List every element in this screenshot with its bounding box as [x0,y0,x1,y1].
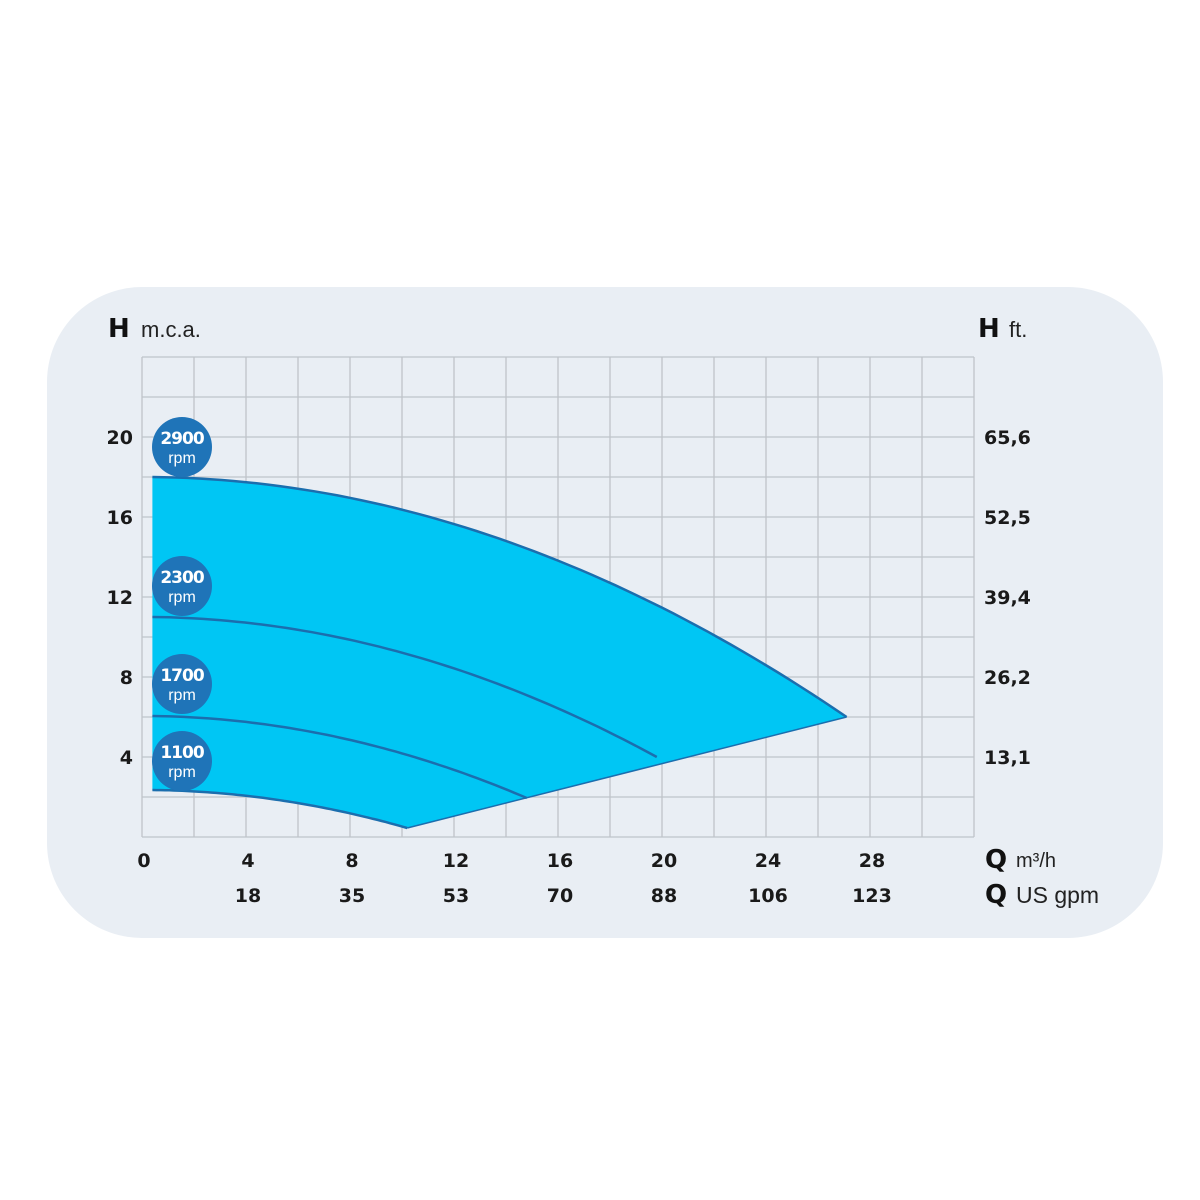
x-axis-unit: m³/h [1016,850,1056,872]
x-tick-label: 20 [651,850,677,872]
badge-speed-value: 2300 [160,568,204,588]
curve-2300-rpm [152,615,658,759]
left-tick-label: 4 [120,747,133,769]
x-secondary-tick-label: 88 [651,885,677,907]
right-axis-symbol: H [978,314,1000,344]
x-secondary-tick-label: 53 [443,885,469,907]
right-tick-label: 26,2 [984,667,1031,689]
right-tick-label: 39,4 [984,587,1031,609]
badge-speed-unit: rpm [168,450,196,467]
curves [152,475,848,830]
operating-area [152,477,847,828]
right-tick-label: 52,5 [984,507,1031,529]
badge-2300 [152,556,212,616]
x-tick-label: 0 [137,850,150,872]
left-tick-label: 12 [107,587,133,609]
x-secondary-tick-label: 106 [748,885,788,907]
x-tick-label: 8 [345,850,358,872]
x-tick-label: 4 [241,850,254,872]
x-axis-secondary-unit: US gpm [1016,882,1099,908]
left-tick-label: 8 [120,667,133,689]
curve-2900-rpm [152,475,848,719]
badge-speed-value: 2900 [160,429,204,449]
right-axis-unit: ft. [1009,317,1027,342]
curve-1100-rpm [152,788,408,830]
x-secondary-tick-label: 123 [852,885,892,907]
x-tick-label: 16 [547,850,573,872]
right-tick-label: 13,1 [984,747,1031,769]
x-axis-secondary-symbol: Q [985,880,1007,910]
x-secondary-tick-label: 35 [339,885,365,907]
left-tick-label: 16 [107,507,133,529]
tick-labels: 4 8 12 16 20 13,1 26,2 39,4 52,5 65,6 0 4 8 12 16 20 24 2… [107,427,1031,907]
x-tick-label: 24 [755,850,781,872]
limit-line [407,716,847,829]
x-secondary-tick-label: 70 [547,885,573,907]
curve-1700-rpm [152,714,528,800]
x-secondary-tick-label: 18 [235,885,261,907]
badge-speed-unit: rpm [168,589,196,606]
badge-speed-value: 1100 [160,743,204,763]
badge-speed-unit: rpm [168,687,196,704]
badge-1700 [152,654,212,714]
badge-speed-value: 1700 [160,666,204,686]
x-tick-label: 12 [443,850,469,872]
left-tick-label: 20 [107,427,133,449]
x-tick-label: 28 [859,850,885,872]
left-axis-symbol: H [108,314,130,344]
right-tick-label: 65,6 [984,427,1031,449]
operating-area-fill [152,477,847,828]
x-axis-symbol: Q [985,845,1007,875]
badge-speed-unit: rpm [168,764,196,781]
badge-1100 [152,731,212,791]
badge-2900 [152,417,212,477]
left-axis-unit: m.c.a. [141,317,201,342]
